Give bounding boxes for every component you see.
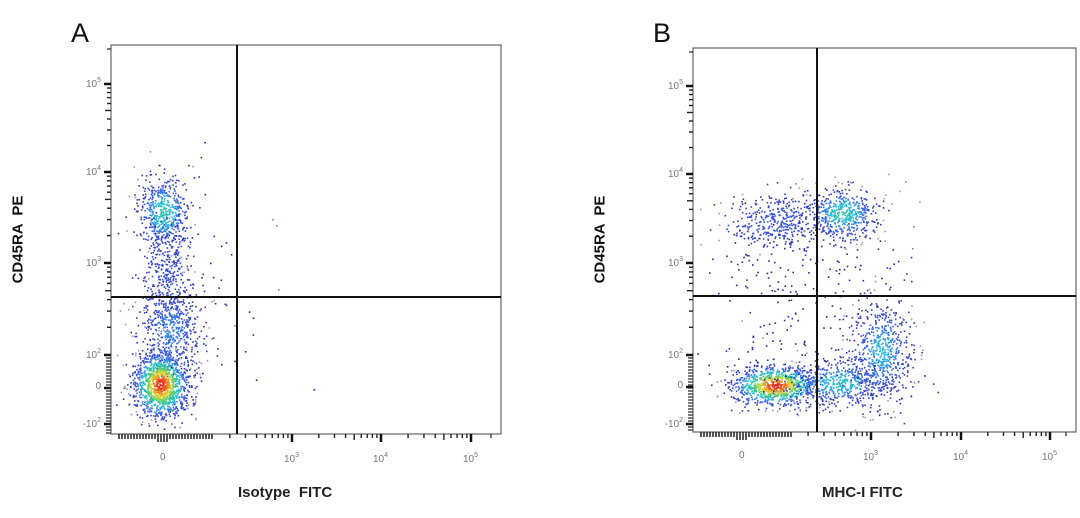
panel-letter-b: B bbox=[653, 18, 672, 48]
event-dots bbox=[697, 173, 939, 432]
x-tick-label: 105 bbox=[463, 452, 479, 465]
y-tick-label: -102 bbox=[664, 417, 683, 430]
event-dots bbox=[116, 141, 316, 430]
x-tick-label: 105 bbox=[1042, 450, 1058, 463]
y-tick-label: 103 bbox=[85, 256, 101, 269]
scatter-plot-a bbox=[104, 44, 502, 442]
plot-frame bbox=[692, 47, 1077, 433]
y-tick-label: 103 bbox=[667, 256, 683, 269]
x-axis-label-b: MHC-I FITC bbox=[822, 484, 903, 501]
y-tick-label: -102 bbox=[82, 417, 101, 430]
y-tick-label: 102 bbox=[85, 348, 101, 361]
panel-a: A CD45RA PE Isotype FITC 105 104 103 102 0 -1… bbox=[10, 18, 502, 501]
x-tick-label: 0 bbox=[739, 450, 745, 461]
y-tick-label: 104 bbox=[667, 167, 683, 180]
x-tick-label: 0 bbox=[160, 452, 166, 463]
x-tick-label: 104 bbox=[953, 450, 969, 463]
y-tick-label: 104 bbox=[85, 165, 101, 178]
x-tick-label: 104 bbox=[373, 452, 389, 465]
y-tick-label: 102 bbox=[667, 348, 683, 361]
x-axis-label-a: Isotype FITC bbox=[238, 484, 333, 501]
x-tick-label: 103 bbox=[863, 450, 879, 463]
y-tick-label: 105 bbox=[667, 79, 683, 92]
y-tick-label: 105 bbox=[85, 77, 101, 90]
panel-letter-a: A bbox=[71, 18, 90, 48]
x-tick-label: 103 bbox=[284, 452, 300, 465]
y-tick-label: 0 bbox=[95, 381, 101, 392]
plot-frame bbox=[110, 44, 502, 435]
y-tick-label: 0 bbox=[677, 380, 683, 391]
